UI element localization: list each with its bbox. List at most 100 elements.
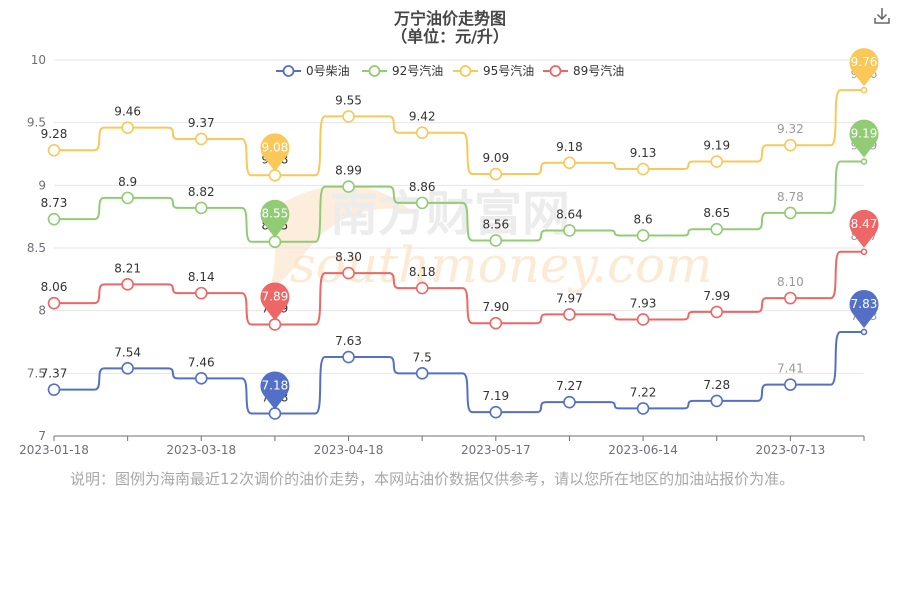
data-point — [784, 378, 797, 391]
data-point — [489, 167, 503, 181]
pin-marker: 9.08 — [260, 133, 290, 172]
legend-item[interactable]: 89号汽油 — [543, 63, 624, 78]
data-point — [860, 86, 868, 94]
data-label: 7.46 — [188, 355, 215, 369]
data-label: 8.86 — [409, 180, 436, 194]
data-label: 7.37 — [41, 367, 68, 381]
data-point — [860, 248, 868, 256]
data-point — [415, 367, 429, 380]
x-tick-label: 2023-01-18 — [19, 443, 89, 457]
data-point — [636, 229, 650, 242]
data-label: 7.19 — [482, 389, 509, 403]
pin-label: 9.76 — [851, 55, 878, 69]
y-tick-label: 9.5 — [27, 116, 46, 130]
data-point — [121, 191, 134, 205]
legend-symbol — [368, 65, 381, 77]
x-tick-label: 2023-05-17 — [461, 443, 531, 457]
data-point — [47, 296, 61, 310]
chart-title: 万宁油价走势图 — [393, 9, 506, 28]
data-point — [489, 234, 503, 247]
data-label: 8.64 — [556, 207, 583, 221]
y-tick-label: 7 — [38, 429, 46, 443]
data-label: 9.18 — [556, 140, 583, 154]
data-label: 8.78 — [777, 190, 804, 204]
data-label: 7.27 — [556, 379, 583, 393]
data-label: 8.99 — [335, 164, 362, 178]
data-point — [47, 383, 61, 396]
y-tick-label: 8 — [38, 304, 46, 318]
data-point — [194, 372, 208, 385]
y-tick-label: 10 — [31, 53, 46, 67]
data-point — [342, 110, 355, 123]
data-point — [268, 169, 282, 182]
legend-label: 95号汽油 — [483, 63, 534, 78]
data-label: 9.19 — [703, 139, 730, 153]
series-line-3 — [54, 250, 864, 326]
data-label: 8.06 — [41, 280, 68, 294]
data-point — [563, 308, 576, 321]
pin-marker: 8.55 — [260, 199, 290, 238]
data-point — [784, 206, 797, 220]
data-point — [194, 132, 208, 146]
data-label: 9.09 — [482, 151, 509, 165]
pin-shape — [260, 133, 290, 172]
data-point — [563, 156, 576, 170]
data-label: 8.56 — [482, 217, 509, 231]
download-icon[interactable] — [872, 6, 892, 26]
data-point — [121, 362, 134, 375]
data-point — [489, 316, 503, 330]
pin-label: 8.47 — [851, 217, 878, 231]
data-label: 9.37 — [188, 116, 215, 130]
data-point — [710, 222, 724, 236]
data-point — [636, 313, 650, 326]
data-point — [121, 121, 134, 134]
legend-item[interactable]: 95号汽油 — [453, 63, 534, 78]
chart-subtitle: （单位：元/升） — [391, 27, 509, 46]
data-point — [710, 155, 724, 168]
legend-item[interactable]: 0号柴油 — [276, 64, 350, 78]
pin-shape — [849, 48, 879, 87]
pin-marker: 9.19 — [849, 119, 879, 158]
data-label: 8.73 — [41, 196, 68, 210]
pin-shape — [849, 119, 879, 158]
data-label: 8.18 — [409, 265, 436, 279]
data-label: 8.65 — [703, 206, 730, 220]
pin-marker: 7.18 — [260, 371, 290, 410]
data-point — [415, 126, 429, 139]
data-point — [636, 402, 650, 415]
data-point — [636, 162, 650, 176]
pin-shape — [849, 209, 879, 248]
data-label: 8.14 — [188, 270, 215, 284]
data-point — [415, 281, 429, 295]
pin-marker: 7.89 — [260, 282, 290, 321]
pin-shape — [260, 282, 290, 321]
pin-shape — [849, 290, 879, 328]
y-tick-label: 9 — [38, 178, 46, 192]
legend-label: 89号汽油 — [573, 63, 624, 78]
data-point — [710, 394, 724, 408]
data-label: 8.6 — [634, 212, 653, 226]
pin-marker: 9.76 — [849, 48, 879, 87]
data-point — [121, 278, 134, 291]
legend-symbol — [282, 65, 295, 77]
data-label: 9.32 — [777, 122, 804, 136]
data-point — [268, 407, 282, 420]
data-label: 9.46 — [114, 105, 141, 119]
pin-label: 8.55 — [262, 207, 289, 221]
data-label: 9.42 — [409, 110, 436, 124]
pin-label: 7.83 — [851, 297, 878, 311]
data-point — [268, 318, 282, 331]
data-label: 7.22 — [630, 385, 657, 399]
data-point — [784, 291, 797, 305]
data-label: 8.21 — [114, 261, 141, 275]
data-point — [268, 235, 282, 249]
data-label: 7.99 — [703, 289, 730, 303]
data-label: 7.93 — [630, 296, 657, 310]
data-label: 7.5 — [413, 350, 432, 364]
legend-symbol — [459, 65, 472, 77]
data-label: 8.9 — [118, 175, 137, 189]
y-tick-label: 8.5 — [27, 241, 46, 255]
legend-item[interactable]: 92号汽油 — [362, 63, 443, 78]
data-label: 7.63 — [335, 334, 362, 348]
data-point — [194, 286, 208, 300]
